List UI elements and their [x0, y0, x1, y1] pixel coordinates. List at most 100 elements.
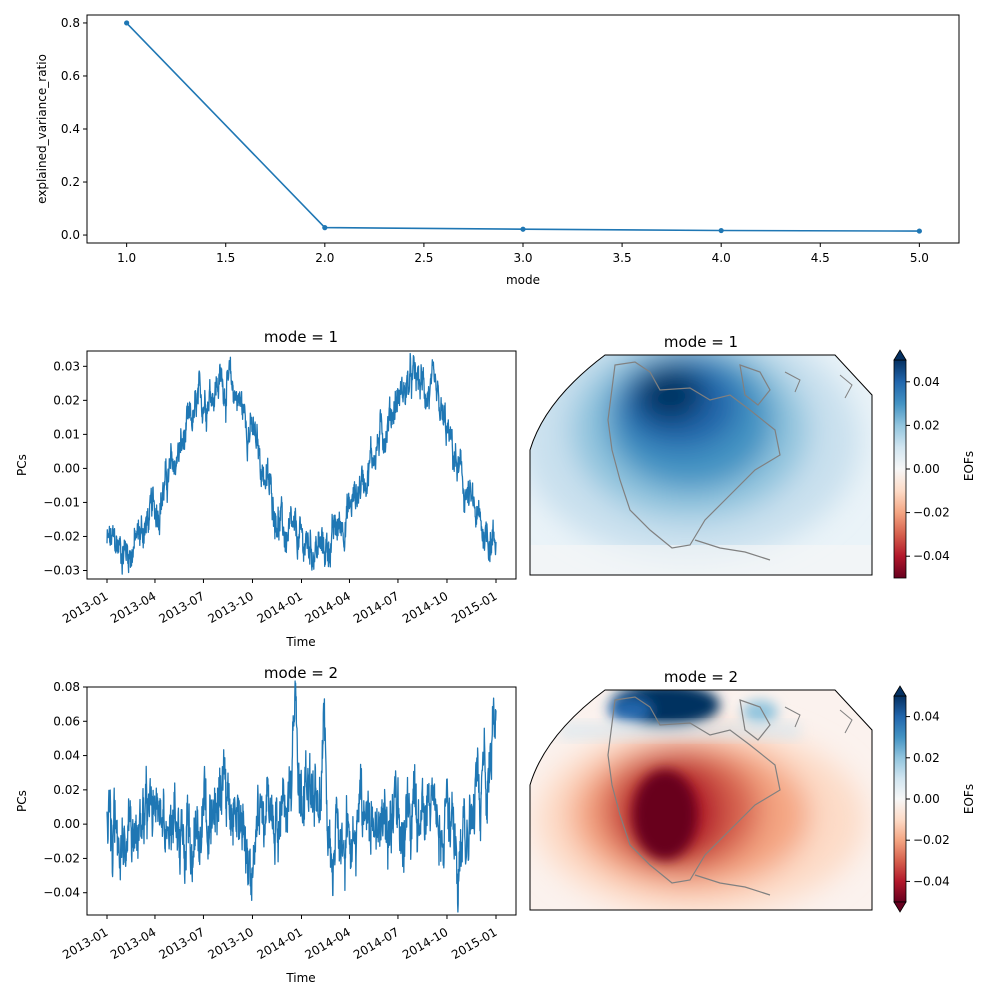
y-tick-label: 0.00: [53, 461, 80, 475]
y-tick-label: 0.6: [61, 69, 80, 83]
colorbar-tick-label: 0.04: [913, 710, 940, 724]
x-tick-label: 3.0: [513, 251, 532, 265]
y-axis-label: explained_variance_ratio: [35, 54, 49, 204]
pcs-series-line: [106, 680, 497, 913]
y-tick-label: 0.08: [53, 680, 80, 694]
eof-field: [530, 690, 872, 910]
eof-map-mode2-panel: mode = 2: [529, 668, 976, 913]
y-tick-label: 0.00: [53, 817, 80, 831]
colorbar-tick-label: 0.02: [913, 418, 940, 432]
x-tick-label: 1.5: [216, 251, 235, 265]
pcs-series-line: [106, 352, 497, 575]
x-tick-label: 2013-04: [108, 589, 158, 626]
colorbar-tick-label: −0.04: [913, 549, 950, 563]
y-tick-label: −0.04: [43, 886, 80, 900]
y-tick-label: 0.06: [53, 714, 80, 728]
x-axis-label: Time: [285, 971, 315, 985]
colorbar-max-arrow: [893, 349, 907, 361]
data-point: [718, 227, 724, 234]
map-frame: [529, 354, 873, 576]
colorbar-tick-label: 0.00: [913, 462, 940, 476]
y-tick-label: 0.01: [53, 427, 80, 441]
x-tick-label: 4.0: [712, 251, 731, 265]
x-tick-label: 2014-01: [255, 589, 305, 626]
x-tick-label: 2013-07: [157, 925, 207, 962]
x-tick-labels: 1.0 1.5 2.0 2.5 3.0 3.5 4.0 4.5 5.0: [117, 243, 929, 265]
x-tick-label: 2.0: [315, 251, 334, 265]
x-tick-label: 2015-01: [449, 589, 499, 626]
y-tick-labels: 0.0 0.2 0.4 0.6 0.8: [61, 16, 87, 242]
y-tick-label: −0.03: [43, 563, 80, 577]
y-tick-labels: −0.03 −0.02 −0.01 0.00 0.01 0.02 0.03: [43, 359, 87, 577]
data-point: [124, 20, 130, 26]
x-tick-label: 2015-01: [449, 925, 499, 962]
colorbar-min-arrow: [893, 901, 907, 913]
colorbar: 0.04 0.02 0.00 −0.02 −0.04 EOFs: [893, 685, 976, 913]
y-tick-label: 0.03: [53, 359, 80, 373]
y-tick-label: 0.2: [61, 175, 80, 189]
colorbar-tick-label: −0.02: [913, 506, 950, 520]
x-tick-label: 2.5: [414, 251, 433, 265]
y-tick-label: 0.8: [61, 16, 80, 30]
x-tick-label: 2014-07: [351, 589, 401, 626]
colorbar: 0.04 0.02 0.00 −0.02 −0.04 EOFs: [893, 349, 976, 579]
panel-title: mode = 2: [664, 668, 738, 686]
plot-frame: [86, 14, 960, 244]
colorbar-tick-labels: 0.04 0.02 0.00 −0.02 −0.04: [906, 375, 950, 563]
x-tick-label: 2014-04: [303, 589, 353, 626]
x-tick-label: 3.5: [613, 251, 632, 265]
colorbar-tick-label: 0.00: [913, 792, 940, 806]
eof-map-mode1-panel: mode = 1 0.04 0.02 0.00 −0.02 −0.04 EOFs: [529, 333, 976, 579]
x-tick-label: 2013-10: [206, 589, 256, 626]
y-tick-label: 0.4: [61, 122, 80, 136]
x-tick-label: 2013-07: [157, 589, 207, 626]
y-tick-label: −0.02: [43, 851, 80, 865]
pcs-mode2-panel: mode = 2 2013-012013-042013-072013-10201…: [15, 664, 517, 985]
variance-points: [124, 20, 922, 234]
plot-frame: [86, 350, 517, 580]
panel-title: mode = 1: [664, 333, 738, 351]
colorbar-max-arrow: [893, 685, 907, 697]
x-tick-label: 2013-01: [60, 589, 110, 626]
data-point: [520, 226, 526, 232]
panel-title: mode = 1: [264, 328, 338, 346]
x-tick-label: 2013-10: [206, 925, 256, 962]
y-tick-label: 0.04: [53, 749, 80, 763]
y-tick-label: −0.02: [43, 529, 80, 543]
x-axis-label: Time: [285, 635, 315, 649]
x-tick-label: 5.0: [910, 251, 929, 265]
panel-title: mode = 2: [264, 664, 338, 682]
colorbar-label: EOFs: [962, 451, 976, 481]
x-tick-labels: 2013-012013-042013-072013-102014-012014-…: [60, 579, 500, 626]
y-axis-label: PCs: [15, 790, 29, 812]
colorbar-tick-label: −0.02: [913, 833, 950, 847]
x-tick-label: 2014-10: [400, 925, 450, 962]
map-frame: [529, 689, 873, 911]
x-tick-label: 1.0: [117, 251, 136, 265]
colorbar-tick-labels: 0.04 0.02 0.00 −0.02 −0.04: [906, 710, 950, 888]
eof-field: [530, 355, 872, 575]
colorbar-label: EOFs: [962, 784, 976, 814]
x-tick-label: 2013-04: [108, 925, 158, 962]
colorbar-tick-label: 0.02: [913, 751, 940, 765]
x-tick-label: 2014-04: [303, 925, 353, 962]
data-point: [916, 228, 922, 234]
colorbar-tick-label: −0.04: [913, 874, 950, 888]
y-tick-label: 0.02: [53, 783, 80, 797]
x-tick-label: 2013-01: [60, 925, 110, 962]
x-tick-label: 2014-07: [351, 925, 401, 962]
x-axis-label: mode: [506, 273, 540, 287]
colorbar-tick-label: 0.04: [913, 375, 940, 389]
y-tick-label: 0.0: [61, 228, 80, 242]
y-tick-label: −0.01: [43, 495, 80, 509]
pcs-mode1-panel: mode = 1 2013-012013-042013-072013-10201…: [15, 328, 517, 649]
y-axis-label: PCs: [15, 454, 29, 476]
x-tick-label: 2014-10: [400, 589, 450, 626]
data-point: [322, 225, 328, 231]
x-tick-label: 2014-01: [255, 925, 305, 962]
y-tick-labels: −0.04 −0.02 0.00 0.02 0.04 0.06 0.08: [43, 680, 87, 900]
x-tick-label: 4.5: [811, 251, 830, 265]
x-tick-labels: 2013-012013-042013-072013-102014-012014-…: [60, 915, 500, 962]
explained-variance-panel: 1.0 1.5 2.0 2.5 3.0 3.5 4.0 4.5 5.0 0.0 0.2 0.4 0.6…: [35, 14, 960, 287]
